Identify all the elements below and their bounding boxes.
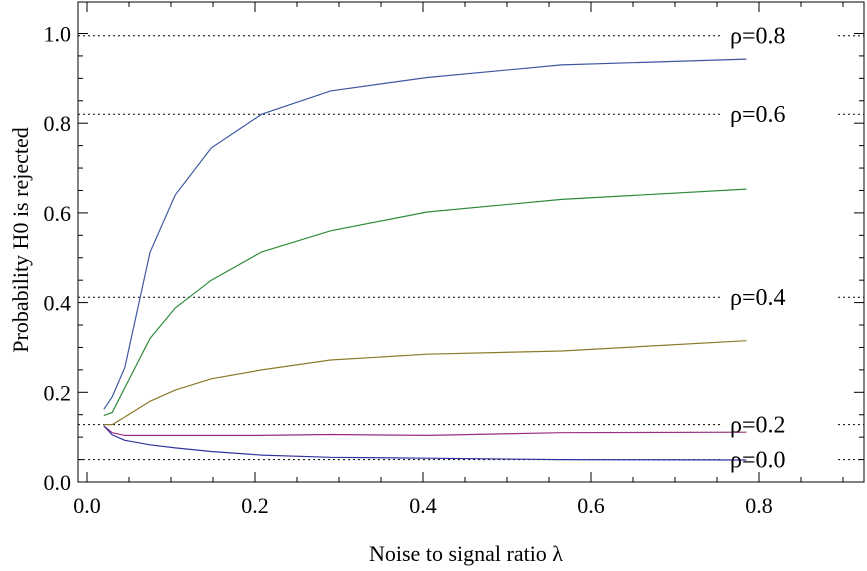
y-tick-label: 0.6 xyxy=(44,201,72,226)
reference-lines xyxy=(78,35,864,461)
series-line-2 xyxy=(103,340,747,426)
y-tick-label: 0.4 xyxy=(44,291,72,316)
x-axis: 0.0 0.2 0.4 0.6 0.8 xyxy=(73,2,844,518)
reference-label: ρ=0.2 xyxy=(730,413,786,439)
reference-label: ρ=0.4 xyxy=(730,285,786,311)
x-axis-title: Noise to signal ratio λ xyxy=(369,541,563,566)
reference-label: ρ=0.6 xyxy=(730,102,786,128)
plot-frame xyxy=(77,1,865,483)
y-tick-label: 0.0 xyxy=(44,470,72,495)
x-tick-label: 0.8 xyxy=(745,493,773,518)
reference-labels: ρ=0.8 ρ=0.6 ρ=0.4 ρ=0.2 ρ=0.0 xyxy=(730,24,786,474)
series-line-4 xyxy=(103,425,747,461)
y-tick-label: 1.0 xyxy=(44,22,72,47)
series-line-1 xyxy=(103,188,747,417)
series-line-0 xyxy=(103,58,747,410)
x-tick-label: 0.4 xyxy=(409,493,437,518)
y-axis: 0.0 0.2 0.4 0.6 0.8 1.0 xyxy=(44,22,864,495)
x-tick-label: 0.2 xyxy=(241,493,269,518)
reference-label: ρ=0.0 xyxy=(730,448,786,474)
series-lines xyxy=(103,58,747,461)
y-axis-title: Probability H0 is rejected xyxy=(8,127,33,352)
x-tick-label: 0.6 xyxy=(577,493,605,518)
series-line-3 xyxy=(103,425,747,437)
reference-label: ρ=0.8 xyxy=(730,24,786,50)
y-tick-label: 0.8 xyxy=(44,111,72,136)
y-tick-label: 0.2 xyxy=(44,380,72,405)
x-tick-label: 0.0 xyxy=(73,493,101,518)
